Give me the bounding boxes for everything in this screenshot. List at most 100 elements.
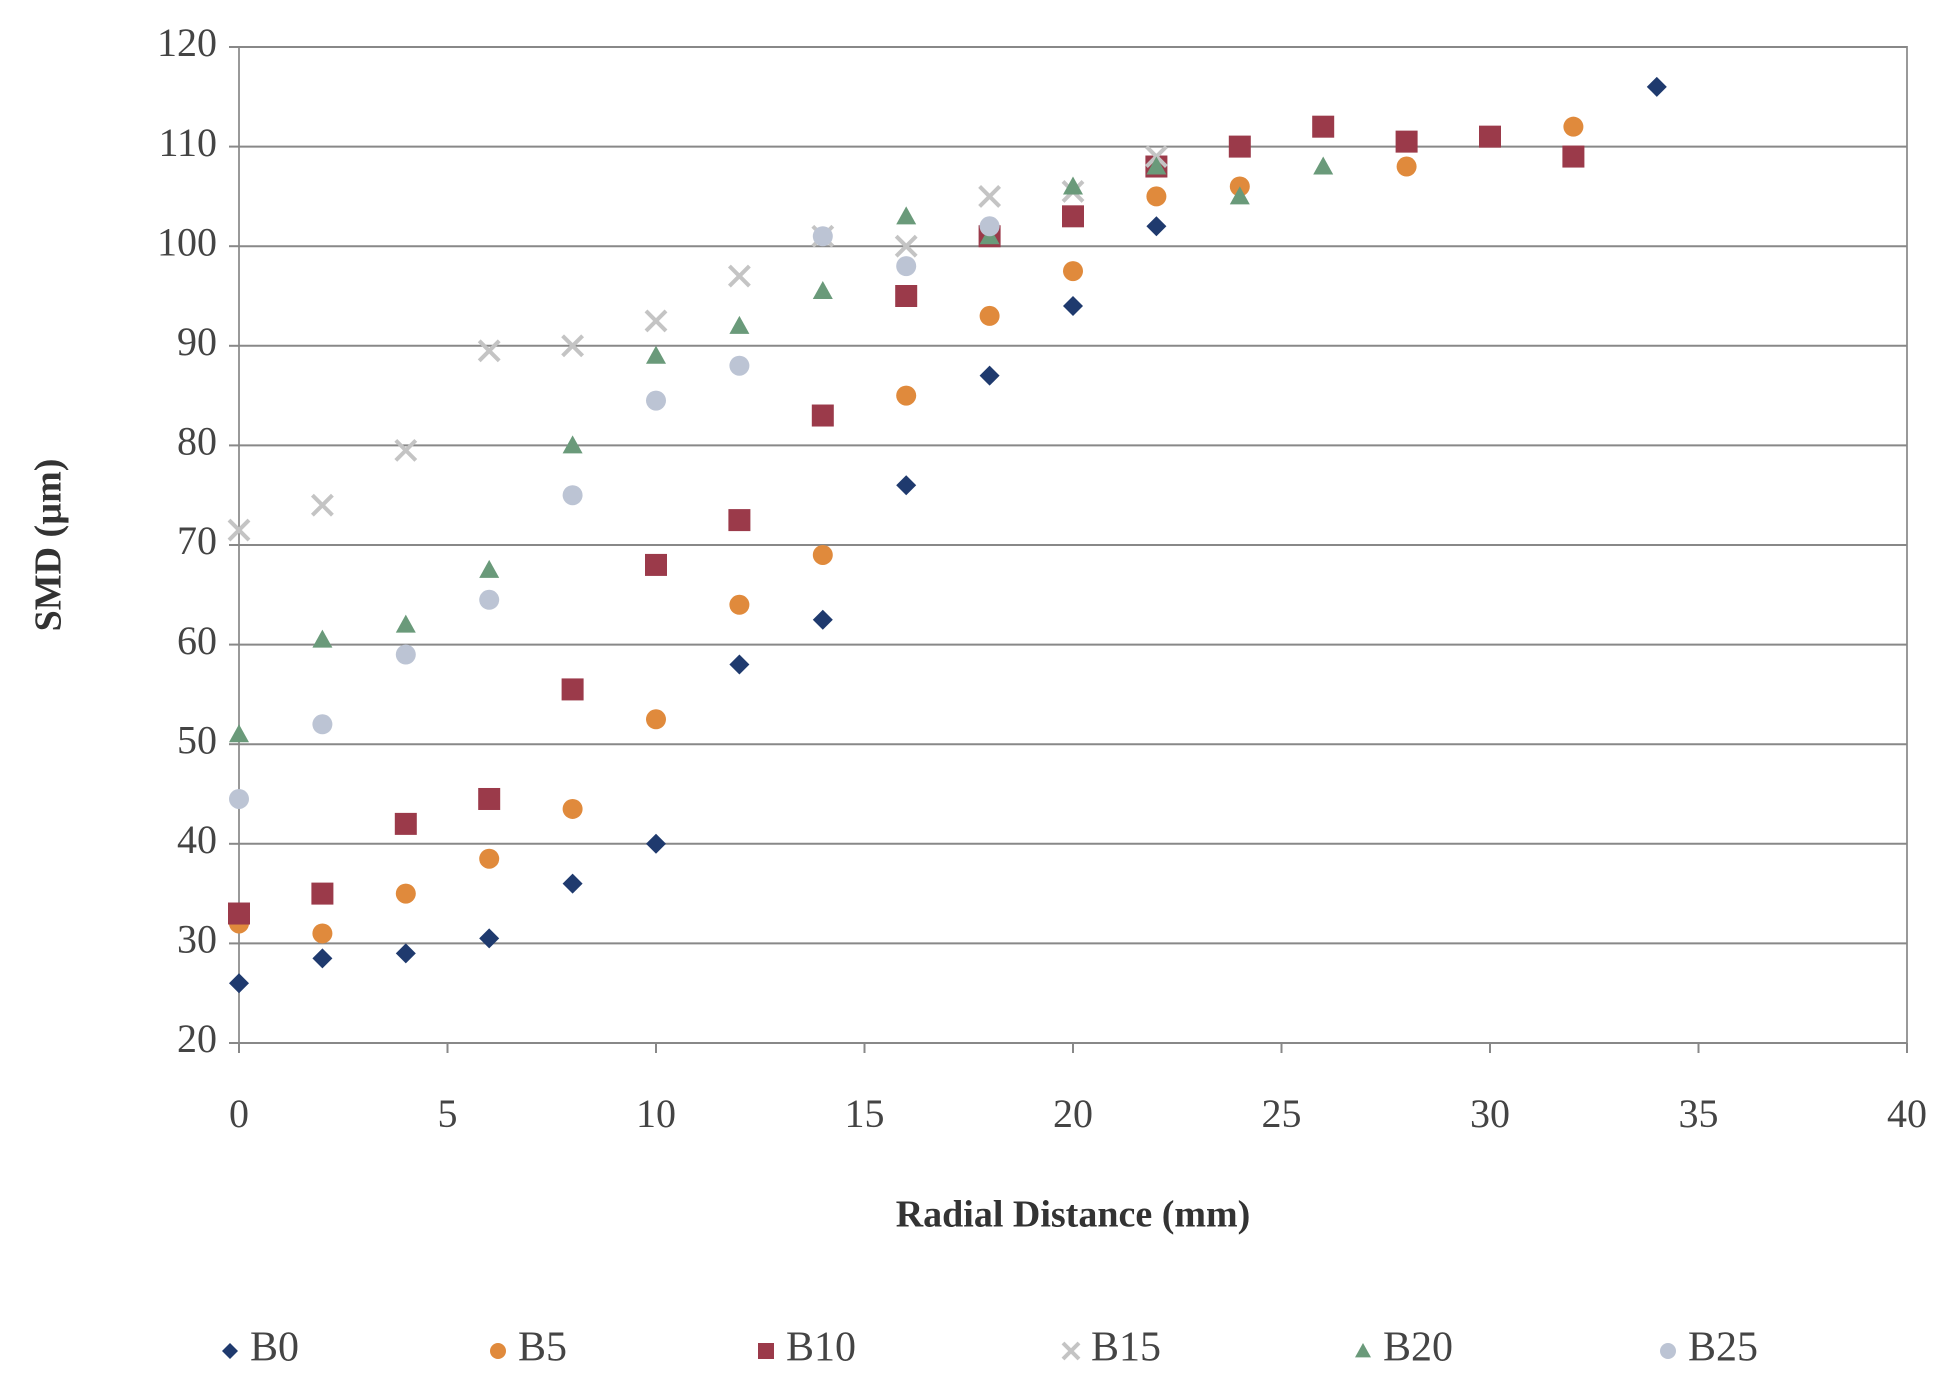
y-tick-label: 120 [157,20,217,65]
point [1063,261,1083,282]
point [1146,156,1167,175]
point [895,285,918,307]
point [979,305,1000,326]
legend-label: B0 [250,1325,299,1371]
point [1646,76,1667,97]
point [1063,176,1083,195]
point [561,678,584,701]
legend-label: B20 [1383,1325,1453,1371]
legend-label: B15 [1091,1325,1161,1371]
legend-marker [1660,1343,1676,1359]
point [561,334,585,358]
point [479,559,500,578]
point [1563,116,1584,137]
point [479,848,500,869]
x-tick-label: 15 [845,1091,885,1136]
point [1313,156,1334,175]
y-tick-label: 40 [177,817,217,862]
point [812,281,833,300]
point [477,339,501,363]
point [312,948,333,969]
point [646,345,666,364]
point [312,714,333,735]
point [978,184,1002,208]
point [729,594,750,615]
point [395,614,416,633]
point [311,882,334,905]
point [312,629,333,648]
x-tick-label: 10 [636,1091,676,1136]
point [229,788,249,809]
legend-label: B5 [518,1325,567,1371]
point [646,390,666,411]
x-tick-label: 0 [229,1091,249,1136]
point [1146,186,1167,207]
y-tick-label: 90 [177,319,217,364]
point [727,264,751,288]
point [1228,135,1251,158]
y-tick-label: 60 [177,618,217,663]
point [729,355,750,376]
point [896,256,917,277]
point [896,385,917,406]
x-tick-label: 30 [1470,1091,1510,1136]
point [896,475,917,496]
point [894,234,918,258]
point [1395,130,1418,153]
point [312,923,333,944]
y-tick-label: 20 [177,1016,217,1061]
legend-marker [222,1343,238,1359]
point [310,493,334,517]
point [812,609,833,630]
legend-label: B10 [786,1325,856,1371]
legend-marker [1355,1343,1371,1358]
y-tick-label: 100 [157,219,217,264]
point [645,553,667,576]
point [896,206,917,225]
point [394,812,417,835]
point [562,798,583,819]
point [1479,125,1501,148]
point [1146,216,1167,237]
point [395,883,416,904]
y-tick-label: 70 [177,518,217,563]
point [1229,186,1250,205]
x-tick-label: 25 [1262,1091,1302,1136]
legend-marker [490,1343,506,1359]
point [979,216,1000,237]
point [728,509,751,532]
point [811,404,834,427]
point [479,589,500,610]
point [812,544,833,565]
point [1063,295,1083,316]
point [479,928,500,949]
point [812,226,833,247]
y-tick-label: 110 [158,120,217,165]
y-tick-label: 30 [177,917,217,962]
point [562,485,583,506]
point [562,435,583,454]
point [644,309,668,333]
point [227,518,251,542]
point [979,365,1000,386]
point [1062,205,1084,228]
point [1562,145,1585,168]
legend-label: B25 [1688,1325,1758,1371]
x-tick-label: 5 [438,1091,458,1136]
y-axis-title: SMD (µm) [28,459,70,632]
point [729,315,750,334]
point [228,902,250,925]
y-tick-label: 80 [177,419,217,464]
legend-marker [758,1343,774,1359]
point [395,943,416,964]
point [1312,115,1335,138]
point [646,709,666,730]
x-tick-label: 20 [1053,1091,1093,1136]
point [229,724,249,743]
x-axis-title: Radial Distance (mm) [896,1194,1251,1236]
point [646,833,666,854]
x-tick-label: 40 [1887,1091,1927,1136]
point [729,654,750,675]
point [394,438,418,462]
